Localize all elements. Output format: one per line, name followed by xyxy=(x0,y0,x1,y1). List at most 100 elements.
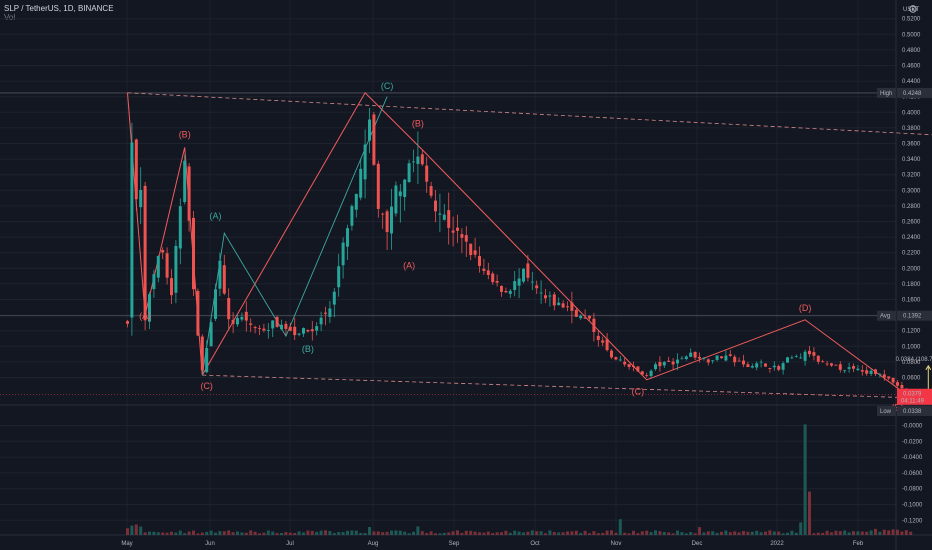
volume-bar xyxy=(214,532,217,535)
x-tick-label: Feb xyxy=(853,541,864,547)
volume-bar xyxy=(165,532,169,535)
candle-body xyxy=(319,317,323,325)
candle-body xyxy=(231,319,235,324)
lower-tick-label: -0.0200 xyxy=(902,439,923,445)
volume-bar xyxy=(473,531,477,535)
symbol-title[interactable]: SLP / TetherUS, 1D, BINANCE xyxy=(4,4,114,13)
volume-bar xyxy=(684,533,688,535)
candle-body xyxy=(667,360,671,362)
volume-bar xyxy=(618,519,622,535)
level-tag xyxy=(877,87,896,98)
y-tick-label: 0.2000 xyxy=(902,266,921,272)
candle-body xyxy=(636,366,640,372)
x-tick-label: Aug xyxy=(368,541,379,547)
volume-bar xyxy=(148,531,151,535)
candle-body xyxy=(781,363,785,370)
volume-bar xyxy=(513,530,517,535)
y-tick-label: 0.1200 xyxy=(902,329,921,335)
volume-bar xyxy=(759,532,763,535)
candle-body xyxy=(614,357,618,360)
volume-bar xyxy=(750,531,754,535)
volume-bar xyxy=(376,531,380,535)
candle-body xyxy=(244,311,248,321)
volume-bar xyxy=(530,530,534,535)
candle-body xyxy=(847,367,851,369)
level-tag xyxy=(877,406,896,416)
gear-icon[interactable] xyxy=(909,5,917,13)
volume-bar xyxy=(548,530,552,535)
lower-tick-label: -0.1200 xyxy=(902,518,923,524)
volume-bar xyxy=(720,531,723,535)
volume-bar xyxy=(508,532,512,535)
current-price-timer: 04:11:49 xyxy=(901,399,925,405)
volume-bar xyxy=(676,530,679,535)
volume-bar xyxy=(737,532,741,535)
lower-tick-label: -0.0000 xyxy=(902,424,923,430)
candle-body xyxy=(508,290,512,294)
lower-tick-label: -0.0600 xyxy=(902,471,923,477)
candle-body xyxy=(786,357,789,363)
volume-bar xyxy=(187,531,191,535)
candle-body xyxy=(482,268,486,271)
volume-bar xyxy=(266,530,270,535)
candle-body xyxy=(706,359,710,363)
candle-body xyxy=(266,330,270,332)
volume-bar xyxy=(526,531,530,535)
volume-bar xyxy=(838,531,842,535)
lower-tick-label: -0.0400 xyxy=(902,455,923,461)
volume-bar xyxy=(874,528,877,535)
volume-bar xyxy=(557,532,561,535)
candle-body xyxy=(513,281,517,290)
candle-body xyxy=(517,278,521,286)
volume-bar xyxy=(544,533,547,535)
volume-bar xyxy=(882,529,886,535)
volume-bar xyxy=(891,529,895,535)
candle-body xyxy=(530,281,534,283)
volume-bar xyxy=(777,531,781,535)
volume-bar xyxy=(420,531,424,535)
y-tick-label: 0.3000 xyxy=(902,188,921,194)
candle-body xyxy=(486,270,490,276)
volume-bar xyxy=(324,530,327,535)
candle-body xyxy=(772,365,776,368)
volume-bar xyxy=(205,531,209,535)
level-tag xyxy=(877,310,896,321)
volume-bar xyxy=(143,532,147,535)
volume-bar xyxy=(209,530,213,535)
candle-body xyxy=(222,265,226,294)
candle-body xyxy=(869,370,873,374)
volume-bar xyxy=(156,532,160,535)
candle-body xyxy=(574,309,578,317)
volume-bar xyxy=(816,532,820,535)
candle-body xyxy=(715,355,719,360)
wave-label: (A) xyxy=(210,211,222,221)
wave-label: (C) xyxy=(381,81,394,91)
volume-bar xyxy=(368,527,371,535)
candle-body xyxy=(346,228,349,247)
volume-bar xyxy=(588,533,591,535)
volume-bar xyxy=(680,532,684,535)
candle-body xyxy=(337,266,341,288)
candle-body xyxy=(376,163,380,209)
volume-bar xyxy=(319,530,323,535)
time-axis: May Jun Jul Aug Sep Oct Nov Dec 2022 Feb xyxy=(121,541,864,547)
y-tick-label: 0.3400 xyxy=(902,157,921,163)
volume-bar xyxy=(535,531,539,535)
volume-bar xyxy=(794,532,798,535)
candle-body xyxy=(566,306,569,308)
volume-bar xyxy=(728,532,732,535)
candle-body xyxy=(680,358,684,360)
candle-body xyxy=(130,142,134,318)
candle-body xyxy=(838,364,842,370)
candle-body xyxy=(768,368,772,369)
candle-body xyxy=(592,318,596,333)
volume-bar xyxy=(812,533,816,535)
candle-body xyxy=(456,227,459,231)
volume-bar xyxy=(539,531,543,535)
candle-body xyxy=(671,361,675,365)
volume-bar xyxy=(887,530,891,535)
volume-bar xyxy=(830,532,833,535)
volume-bar xyxy=(178,530,182,535)
candle-body xyxy=(500,285,503,292)
